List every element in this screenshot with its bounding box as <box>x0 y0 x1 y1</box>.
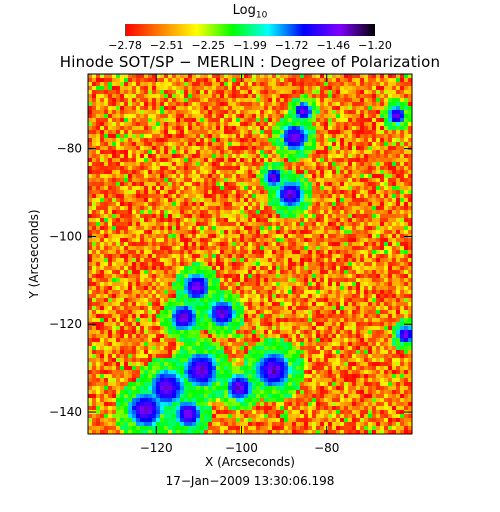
colorbar-tick-label: −2.78 <box>108 39 142 52</box>
colorbar-tick-label: −1.99 <box>233 39 267 52</box>
chart-title: Hinode SOT/SP − MERLIN : Degree of Polar… <box>59 53 441 71</box>
colorbar-title-sub: 10 <box>255 10 268 21</box>
colorbar-tick-label: −1.46 <box>316 39 351 52</box>
y-tick-label: −120 <box>49 317 82 331</box>
colorbar-tick-label: −2.25 <box>191 39 226 52</box>
colorbar-title: Log10 <box>215 3 285 21</box>
colorbar-tick-label: −2.51 <box>149 39 184 52</box>
colorbar-tick-labels: −2.78 −2.51 −2.25 −1.99 −1.72 −1.46 −1.20 <box>100 39 400 55</box>
y-axis-label: Y (Arcseconds) <box>27 209 41 299</box>
x-tick-label: −120 <box>140 441 173 455</box>
colorbar-title-main: Log <box>232 3 256 18</box>
axes: −120 −100 −80 −80 −100 −120 −140 <box>49 74 412 455</box>
x-tick-label: −80 <box>314 441 339 455</box>
y-tick-label: −140 <box>49 405 82 419</box>
colorbar-tick-label: −1.20 <box>358 39 392 52</box>
x-axis-label: X (Arcseconds) <box>205 455 295 469</box>
colorbar-tick-label: −1.72 <box>274 39 309 52</box>
plot-frame <box>87 73 413 435</box>
x-tick-label: −100 <box>225 441 258 455</box>
y-tick-label: −80 <box>57 142 82 156</box>
observation-timestamp: 17−Jan−2009 13:30:06.198 <box>165 474 335 488</box>
heatmap-cells <box>88 74 412 434</box>
y-tick-label: −100 <box>49 229 82 243</box>
colorbar <box>125 24 375 36</box>
